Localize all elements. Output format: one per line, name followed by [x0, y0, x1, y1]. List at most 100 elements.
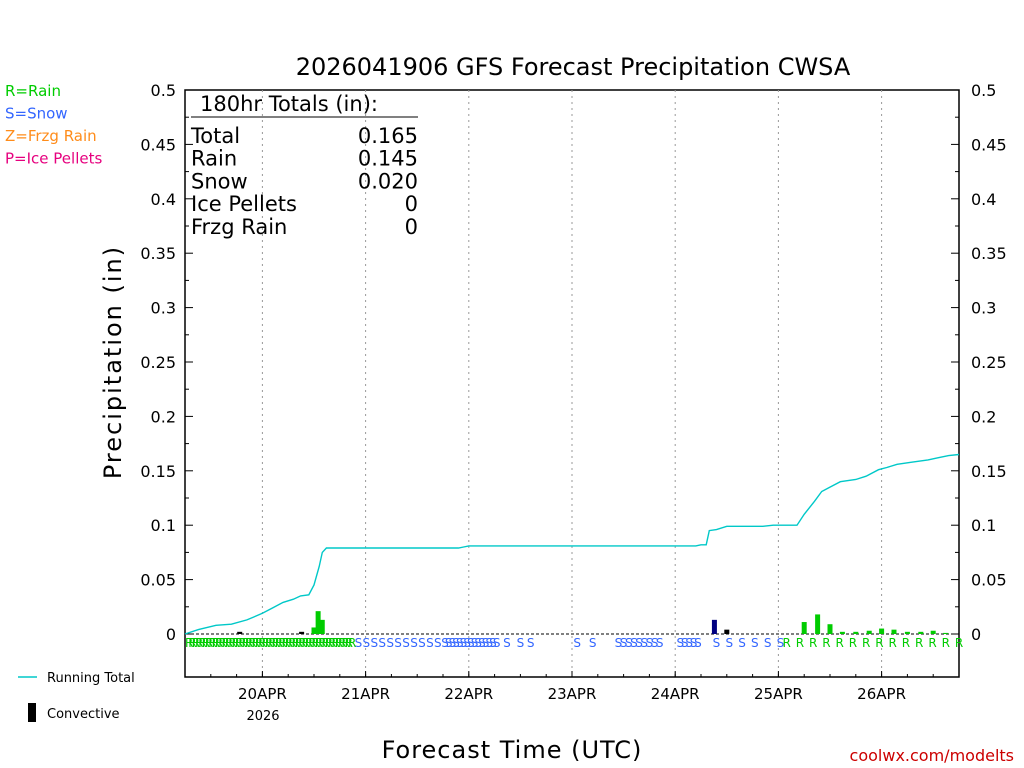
- precipitation-chart: 2026041906 GFS Forecast Precipitation CW…: [0, 0, 1024, 768]
- snow-mark: S: [656, 636, 664, 650]
- rain-mark: R: [928, 636, 936, 650]
- snow-mark: S: [394, 636, 402, 650]
- x-tick-label: 22APR: [444, 685, 493, 703]
- snow-mark: S: [402, 636, 410, 650]
- type-legend-entry: R=Rain: [5, 82, 61, 100]
- precip-bar: [828, 624, 833, 634]
- precip-bar: [918, 632, 923, 634]
- y-tick-label-left: 0.2: [151, 407, 176, 426]
- x-tick-label: 23APR: [548, 685, 597, 703]
- rain-mark: R: [955, 636, 963, 650]
- precip-bar: [905, 632, 910, 634]
- totals-row-value: 0: [405, 215, 418, 239]
- type-legend-entry: S=Snow: [5, 105, 68, 123]
- snow-mark: S: [713, 636, 721, 650]
- rain-mark: R: [796, 636, 804, 650]
- y-tick-label-left: 0.15: [140, 462, 176, 481]
- precip-bar: [840, 632, 845, 634]
- x-tick-label: 25APR: [754, 685, 803, 703]
- precip-bar: [943, 633, 948, 634]
- y-tick-label-left: 0.35: [140, 244, 176, 263]
- snow-mark: S: [386, 636, 394, 650]
- totals-row-value: 0.165: [358, 124, 418, 148]
- rain-mark: R: [822, 636, 830, 650]
- snow-mark: S: [751, 636, 759, 650]
- convective-legend-swatch: [28, 703, 36, 722]
- precip-bar: [802, 622, 807, 634]
- y-tick-label-right: 0.2: [971, 407, 996, 426]
- snow-mark: S: [426, 636, 434, 650]
- y-tick-label-right: 0.4: [971, 190, 996, 209]
- snow-mark: S: [738, 636, 746, 650]
- snow-mark: S: [493, 636, 501, 650]
- y-tick-label-left: 0.5: [151, 81, 176, 100]
- x-axis: 20APR 21APR 22APR 23APR 24APR 25APR 26APR: [185, 671, 959, 703]
- snow-mark: S: [777, 636, 785, 650]
- precip-bar: [299, 632, 304, 634]
- precip-bar: [815, 614, 820, 634]
- precip-bar: [237, 632, 242, 634]
- totals-row-value: 0.020: [358, 169, 418, 193]
- precip-bar: [867, 631, 872, 634]
- precip-bar: [724, 630, 729, 634]
- precip-bars: [237, 611, 948, 634]
- y-tick-label-right: 0.5: [971, 81, 996, 100]
- precip-bar: [891, 630, 896, 634]
- y-tick-label-right: 0.1: [971, 516, 996, 535]
- rain-mark: R: [889, 636, 897, 650]
- x-tick-label: 24APR: [651, 685, 700, 703]
- convective-legend-label: Convective: [47, 707, 120, 722]
- rain-mark: R: [902, 636, 910, 650]
- rain-mark: R: [915, 636, 923, 650]
- snow-mark: S: [378, 636, 386, 650]
- rain-mark: R: [942, 636, 950, 650]
- type-legend-entry: P=Ice Pellets: [5, 150, 102, 168]
- y-tick-label-left: 0: [166, 625, 176, 644]
- totals-box: 180hr Totals (in): Total 0.165 Rain 0.145 Sn…: [190, 92, 418, 239]
- snow-mark: S: [410, 636, 418, 650]
- y-tick-label-right: 0.3: [971, 299, 996, 318]
- precip-type-legend: R=Rain S=Snow Z=Frzg Rain P=Ice Pellets: [5, 82, 102, 168]
- snow-mark: S: [355, 636, 363, 650]
- y-tick-label-right: 0: [971, 625, 981, 644]
- precip-bar: [879, 629, 884, 634]
- snow-mark: S: [418, 636, 426, 650]
- series-legend: Running Total Convective: [18, 671, 135, 722]
- totals-row-label: Snow: [191, 169, 248, 193]
- snow-mark: S: [363, 636, 371, 650]
- x-tick-label: 20APR: [238, 685, 287, 703]
- y-tick-label-left: 0.3: [151, 299, 176, 318]
- credit-text: coolwx.com/modelts: [850, 746, 1014, 765]
- snow-mark: S: [764, 636, 772, 650]
- rain-mark: R: [862, 636, 870, 650]
- y-tick-label-right: 0.35: [971, 244, 1007, 263]
- snow-mark: S: [370, 636, 378, 650]
- y-tick-label-right: 0.05: [971, 571, 1007, 590]
- rain-mark: R: [849, 636, 857, 650]
- chart-title: 2026041906 GFS Forecast Precipitation CW…: [296, 53, 851, 81]
- snow-mark: S: [725, 636, 733, 650]
- x-axis-label: Forecast Time (UTC): [382, 736, 643, 764]
- rain-mark: R: [836, 636, 844, 650]
- y-tick-label-left: 0.1: [151, 516, 176, 535]
- snow-mark: S: [694, 636, 702, 650]
- x-tick-label: 21APR: [341, 685, 390, 703]
- precip-bar: [712, 620, 717, 634]
- y-tick-label-right: 0.45: [971, 135, 1007, 154]
- type-legend-entry: Z=Frzg Rain: [5, 127, 97, 145]
- snow-mark: S: [517, 636, 525, 650]
- snow-mark: S: [573, 636, 581, 650]
- rain-mark: R: [875, 636, 883, 650]
- totals-heading: 180hr Totals (in):: [200, 92, 378, 116]
- totals-row-label: Rain: [191, 147, 237, 171]
- precip-bar: [320, 620, 325, 634]
- totals-row-value: 0.145: [358, 147, 418, 171]
- snow-mark: S: [527, 636, 535, 650]
- running-total-legend-label: Running Total: [47, 671, 135, 686]
- y-tick-label-left: 0.45: [140, 135, 176, 154]
- precip-bar: [853, 632, 858, 634]
- totals-row-label: Total: [190, 124, 240, 148]
- y-tick-label-left: 0.25: [140, 353, 176, 372]
- snow-mark: S: [589, 636, 597, 650]
- totals-row-label: Frzg Rain: [191, 215, 287, 239]
